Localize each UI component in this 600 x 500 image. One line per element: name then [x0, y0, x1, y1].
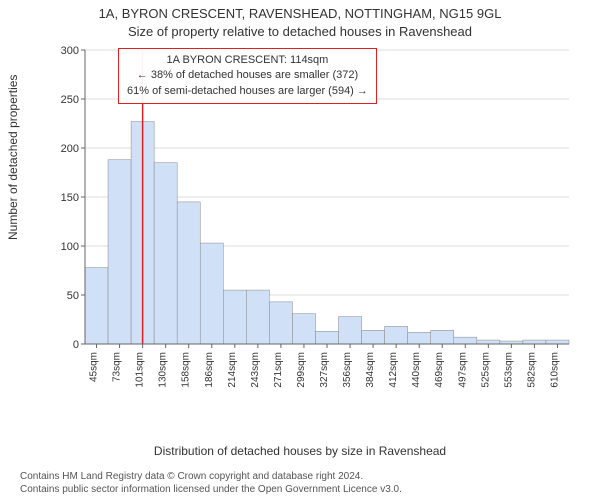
svg-text:130sqm: 130sqm — [158, 352, 169, 388]
svg-text:300: 300 — [61, 45, 79, 57]
y-axis-label: Number of detached properties — [6, 75, 20, 240]
svg-text:50: 50 — [67, 290, 79, 302]
bar — [85, 268, 108, 344]
svg-text:101sqm: 101sqm — [135, 352, 146, 388]
svg-text:100: 100 — [61, 241, 79, 253]
bar — [292, 314, 315, 344]
svg-text:250: 250 — [61, 94, 79, 106]
svg-text:525sqm: 525sqm — [480, 352, 491, 388]
footer-line2: Contains public sector information licen… — [20, 483, 580, 496]
y-ticks: 0 50 100 150 200 250 300 — [61, 45, 85, 351]
svg-text:186sqm: 186sqm — [204, 352, 215, 388]
bar — [246, 290, 269, 344]
svg-text:469sqm: 469sqm — [434, 352, 445, 388]
bar — [108, 160, 131, 344]
bar — [339, 317, 362, 344]
svg-text:384sqm: 384sqm — [365, 352, 376, 388]
svg-text:356sqm: 356sqm — [342, 352, 353, 388]
bar — [223, 290, 246, 344]
bar — [431, 330, 454, 344]
bar — [177, 202, 200, 344]
bar — [408, 332, 431, 344]
svg-text:327sqm: 327sqm — [319, 352, 330, 388]
svg-text:243sqm: 243sqm — [250, 352, 261, 388]
svg-text:582sqm: 582sqm — [526, 352, 537, 388]
svg-text:73sqm: 73sqm — [112, 352, 123, 382]
svg-text:440sqm: 440sqm — [411, 352, 422, 388]
bar — [454, 337, 477, 344]
svg-text:158sqm: 158sqm — [181, 352, 192, 388]
svg-text:45sqm: 45sqm — [89, 352, 100, 382]
bar — [269, 302, 292, 344]
x-ticks: 45sqm 73sqm 101sqm 130sqm 158sqm 186sqm 214sqm… — [89, 344, 561, 388]
svg-text:412sqm: 412sqm — [388, 352, 399, 388]
chart-container: 1A, BYRON CRESCENT, RAVENSHEAD, NOTTINGH… — [0, 0, 600, 500]
bar — [385, 326, 408, 344]
svg-text:553sqm: 553sqm — [503, 352, 514, 388]
bar — [200, 243, 223, 344]
infobox-line3: 61% of semi-detached houses are larger (… — [127, 84, 368, 99]
infobox-line2: ← 38% of detached houses are smaller (37… — [127, 68, 368, 83]
infobox-line1: 1A BYRON CRESCENT: 114sqm — [127, 53, 368, 68]
title-sub: Size of property relative to detached ho… — [0, 24, 600, 39]
bar — [154, 163, 177, 344]
footer-line1: Contains HM Land Registry data © Crown c… — [20, 470, 580, 483]
svg-text:610sqm: 610sqm — [549, 352, 560, 388]
svg-text:497sqm: 497sqm — [457, 352, 468, 388]
svg-text:150: 150 — [61, 192, 79, 204]
bar — [523, 340, 546, 344]
svg-text:200: 200 — [61, 143, 79, 155]
svg-text:299sqm: 299sqm — [296, 352, 307, 388]
svg-text:0: 0 — [73, 339, 79, 351]
svg-text:271sqm: 271sqm — [273, 352, 284, 388]
x-axis-label: Distribution of detached houses by size … — [0, 444, 600, 458]
footer: Contains HM Land Registry data © Crown c… — [20, 470, 580, 496]
title-main: 1A, BYRON CRESCENT, RAVENSHEAD, NOTTINGH… — [0, 6, 600, 21]
bars-group — [85, 122, 569, 344]
info-box: 1A BYRON CRESCENT: 114sqm ← 38% of detac… — [118, 48, 377, 104]
bar — [362, 330, 385, 344]
bar — [546, 340, 569, 344]
bar — [315, 331, 338, 344]
bar — [477, 340, 500, 344]
svg-text:214sqm: 214sqm — [227, 352, 238, 388]
